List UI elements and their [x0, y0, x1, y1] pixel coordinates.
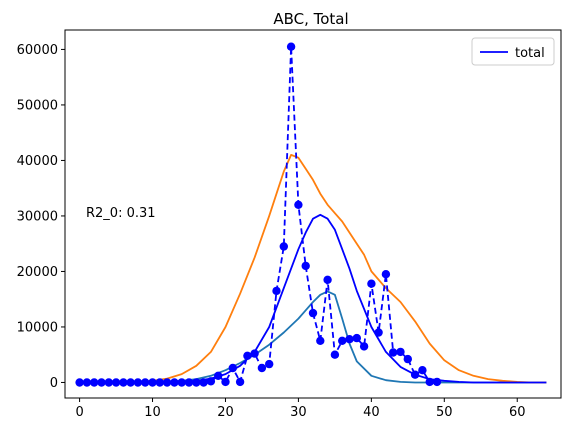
- data-point-marker: [279, 242, 288, 251]
- x-tick-label: 50: [436, 405, 453, 420]
- data-point-marker: [141, 378, 150, 387]
- x-tick-label: 20: [217, 405, 234, 420]
- legend-box: [471, 37, 555, 66]
- data-point-marker: [396, 347, 405, 357]
- legend: total: [471, 37, 555, 66]
- plot-area: [75, 42, 547, 387]
- data-point-marker: [359, 342, 369, 351]
- data-point-marker: [97, 378, 106, 387]
- data-point-marker: [286, 42, 296, 51]
- data-point-marker: [330, 350, 340, 359]
- data-point-marker: [82, 378, 92, 387]
- data-point-marker: [119, 378, 128, 387]
- data-point-marker: [221, 377, 230, 387]
- y-tick-label: 0: [50, 376, 58, 391]
- data-point-marker: [250, 349, 259, 358]
- legend-label-total: total: [515, 46, 545, 61]
- data-point-marker: [265, 359, 274, 369]
- series-line-series-2: [79, 153, 547, 384]
- data-point-marker: [133, 378, 143, 387]
- data-point-marker: [148, 378, 157, 387]
- x-tick-label: 60: [509, 405, 526, 420]
- data-point-marker: [243, 351, 252, 360]
- y-tick-label: 20000: [17, 265, 58, 280]
- x-tick-label: 30: [290, 405, 307, 420]
- data-point-marker: [367, 279, 376, 288]
- data-point-marker: [228, 363, 237, 373]
- data-point-marker: [338, 336, 347, 345]
- data-point-marker: [374, 328, 383, 337]
- data-point-marker: [410, 370, 420, 379]
- data-point-marker: [323, 275, 332, 284]
- chart-title: ABC, Total: [273, 10, 348, 28]
- data-point-marker: [432, 377, 442, 387]
- data-point-marker: [294, 200, 303, 209]
- data-point-marker: [104, 378, 114, 387]
- data-point-marker: [381, 270, 391, 279]
- data-point-marker: [192, 378, 201, 387]
- data-point-marker: [177, 378, 186, 387]
- data-point-marker: [389, 348, 398, 357]
- data-point-marker: [162, 378, 172, 387]
- plot-frame: [64, 29, 562, 399]
- data-point-marker: [316, 336, 325, 345]
- y-tick-label: 30000: [17, 209, 58, 224]
- data-point-marker: [425, 377, 434, 387]
- data-point-marker: [206, 377, 216, 386]
- y-tick-label: 60000: [17, 43, 58, 58]
- data-point-marker: [199, 378, 208, 387]
- data-point-marker: [418, 366, 427, 375]
- x-tick-label: 40: [363, 405, 380, 420]
- axes: 0 10 20 30 40 50 60 0 10000 20000 30000 40000 50000 6…: [17, 43, 526, 420]
- data-point-marker: [345, 335, 354, 344]
- x-tick-label: 0: [75, 405, 83, 420]
- data-point-marker: [235, 377, 245, 387]
- data-point-marker: [257, 363, 267, 373]
- data-point-marker: [155, 378, 164, 387]
- x-tick-label: 10: [144, 405, 161, 420]
- data-point-marker: [301, 261, 310, 271]
- r2-annotation: R2_0: 0.31: [86, 206, 156, 221]
- y-tick-label: 40000: [17, 154, 58, 169]
- data-point-marker: [214, 371, 223, 380]
- data-point-marker: [352, 333, 361, 343]
- data-point-marker: [184, 378, 194, 387]
- y-tick-label: 10000: [17, 320, 58, 335]
- y-tick-label: 50000: [17, 98, 58, 113]
- data-point-marker: [308, 308, 318, 318]
- data-point-marker: [272, 286, 281, 296]
- data-point-marker: [111, 378, 121, 387]
- data-point-marker: [170, 378, 179, 387]
- data-point-marker: [75, 378, 84, 387]
- data-point-marker: [403, 354, 412, 364]
- data-point-marker: [90, 378, 99, 387]
- data-point-marker: [126, 378, 135, 387]
